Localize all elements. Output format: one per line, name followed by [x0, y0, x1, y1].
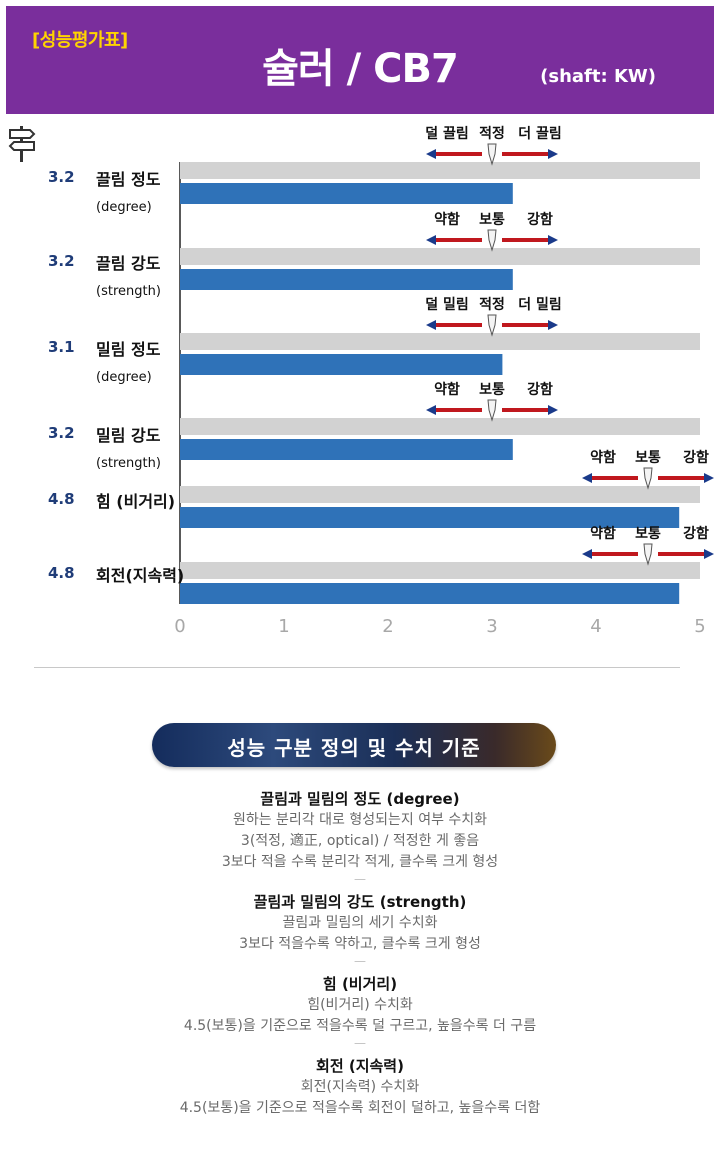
scale-label-mid: 보통 — [635, 526, 661, 542]
row-label: 힘 (비거리) — [96, 492, 176, 511]
scale-label-left: 약함 — [590, 525, 616, 542]
value-bar — [180, 183, 513, 204]
row-label: 끌림 강도 — [96, 254, 161, 273]
definition-separator: — — [354, 954, 366, 968]
scale-label-right: 더 밀림 — [518, 297, 562, 313]
x-tick-label: 5 — [694, 616, 705, 637]
row-value-label: 3.1 — [48, 338, 75, 356]
pin-icon — [487, 314, 497, 337]
section-divider — [34, 667, 680, 668]
row-value-label: 4.8 — [48, 564, 75, 582]
evaluation-badge: [성능평가표] — [32, 30, 128, 51]
value-bar — [180, 269, 513, 290]
definition-title: 끌림과 밀림의 정도 (degree) — [260, 790, 460, 808]
definition-title: 끌림과 밀림의 강도 (strength) — [253, 893, 467, 911]
scale-arrow-left-head — [426, 149, 436, 159]
performance-chart: 덜 끌림 적정 더 끌림 약함 보통 강함 덜 밀림 적정 더 밀림 약함 보통 강함 약함 보통 강함 약함… — [0, 118, 720, 648]
scale-label-mid: 적정 — [479, 125, 505, 142]
row-value-label: 3.2 — [48, 424, 75, 442]
scale-arrow-left-head — [582, 473, 592, 483]
definitions-heading: 성능 구분 정의 및 수치 기준 — [227, 736, 481, 760]
row-sublabel: (strength) — [96, 284, 161, 299]
scale-label-mid: 보통 — [479, 212, 505, 228]
pin-icon — [643, 543, 653, 566]
value-bar — [180, 354, 503, 375]
x-tick-label: 2 — [382, 616, 393, 637]
pin-icon — [487, 229, 497, 252]
row-label: 밀림 정도 — [96, 340, 161, 359]
row-label: 회전(지속력) — [96, 566, 185, 585]
row-value-label: 3.2 — [48, 252, 75, 270]
scale-arrow-right-head — [704, 473, 714, 483]
row-label: 밀림 강도 — [96, 426, 161, 445]
definition-line: 회전(지속력) 수치화 — [300, 1079, 420, 1095]
row-value-label: 4.8 — [48, 490, 75, 508]
definition-title: 회전 (지속력) — [316, 1057, 404, 1075]
value-bar — [180, 439, 513, 460]
scale-arrow-right-head — [548, 235, 558, 245]
value-bar — [180, 583, 680, 604]
scale-label-right: 더 끌림 — [518, 126, 562, 142]
track-bar — [180, 486, 700, 503]
x-tick-label: 1 — [278, 616, 289, 637]
value-bar — [180, 507, 680, 528]
scale-label-left: 약함 — [434, 211, 460, 228]
definition-line: 원하는 분리각 대로 형성되는지 여부 수치화 — [232, 812, 488, 828]
row-sublabel: (degree) — [96, 200, 152, 215]
definition-line: 끌림과 밀림의 세기 수치화 — [282, 915, 438, 931]
scale-arrow-right-head — [548, 149, 558, 159]
scale-arrow-right-head — [704, 549, 714, 559]
pin-icon — [487, 143, 497, 166]
track-bar — [180, 333, 700, 350]
shaft-label: (shaft: KW) — [540, 66, 656, 87]
definition-line: 힘(비거리) 수치화 — [307, 997, 413, 1013]
scale-label-mid: 보통 — [635, 450, 661, 466]
scale-label-mid: 적정 — [479, 296, 505, 313]
scale-arrow-right-head — [548, 405, 558, 415]
scale-arrow-left-head — [426, 235, 436, 245]
pin-icon — [643, 467, 653, 490]
row-value-label: 3.2 — [48, 168, 75, 186]
definition-title: 힘 (비거리) — [322, 975, 398, 993]
signpost-icon — [8, 126, 36, 162]
scale-label-right: 강함 — [683, 525, 709, 542]
row-sublabel: (degree) — [96, 370, 152, 385]
definition-line: 3보다 적을수록 약하고, 클수록 크게 형성 — [239, 936, 481, 952]
scale-label-right: 강함 — [683, 449, 709, 466]
definition-line: 4.5(보통)을 기준으로 적을수록 회전이 덜하고, 높을수록 더함 — [179, 1100, 541, 1116]
definition-separator: — — [354, 1036, 366, 1050]
row-label: 끌림 정도 — [96, 170, 161, 189]
definition-line: 3(적정, 適正, optical) / 적정한 게 좋음 — [240, 833, 480, 849]
track-bar — [180, 162, 700, 179]
scale-label-left: 덜 끌림 — [425, 126, 469, 142]
definitions-heading-banner: 성능 구분 정의 및 수치 기준 — [152, 723, 556, 767]
scale-arrow-right-head — [548, 320, 558, 330]
scale-label-mid: 보통 — [479, 382, 505, 398]
scale-label-left: 덜 밀림 — [425, 297, 469, 313]
scale-arrow-left-head — [426, 320, 436, 330]
track-bar — [180, 418, 700, 435]
track-bar — [180, 248, 700, 265]
scale-label-left: 약함 — [434, 381, 460, 398]
scale-label-left: 약함 — [590, 449, 616, 466]
page-title: 슐러 / CB7 — [262, 46, 459, 92]
scale-arrow-left-head — [582, 549, 592, 559]
x-tick-label: 4 — [590, 616, 601, 637]
scale-label-right: 강함 — [527, 381, 553, 398]
definitions-list: 끌림과 밀림의 정도 (degree) 원하는 분리각 대로 형성되는지 여부 수… — [0, 782, 720, 1119]
header-banner: [성능평가표] 슐러 / CB7 (shaft: KW) — [6, 6, 714, 114]
x-tick-label: 0 — [174, 616, 185, 637]
row-sublabel: (strength) — [96, 456, 161, 471]
definition-separator: — — [354, 872, 366, 886]
track-bar — [180, 562, 700, 579]
scale-arrow-left-head — [426, 405, 436, 415]
scale-label-right: 강함 — [527, 211, 553, 228]
pin-icon — [487, 399, 497, 422]
definition-line: 3보다 적을 수록 분리각 적게, 클수록 크게 형성 — [221, 854, 499, 870]
definition-line: 4.5(보통)을 기준으로 적을수록 덜 구르고, 높을수록 더 구름 — [183, 1018, 537, 1034]
x-tick-label: 3 — [486, 616, 497, 637]
